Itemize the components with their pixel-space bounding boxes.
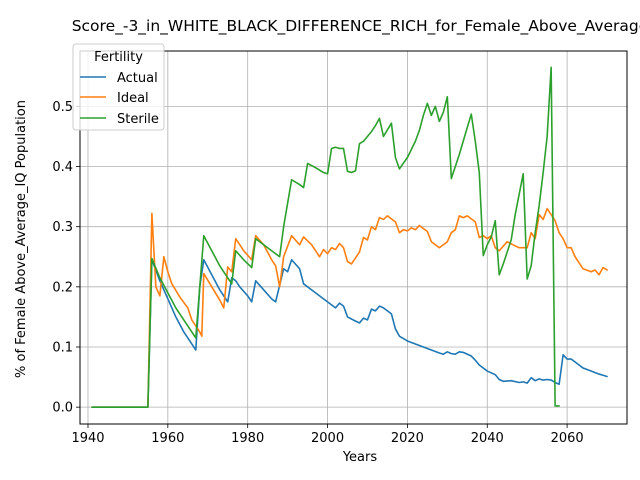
x-axis-label: Years (342, 450, 378, 465)
x-tick-label: 2040 (471, 431, 504, 446)
x-axis-ticks: 1940 1960 1980 2000 2020 2040 2060 (71, 424, 584, 446)
legend: Fertility Actual Ideal Sterile (72, 43, 165, 131)
legend-label-sterile: Sterile (117, 112, 159, 127)
x-tick-label: 1940 (71, 431, 104, 446)
x-tick-label: 1980 (231, 431, 264, 446)
x-tick-label: 2020 (391, 431, 424, 446)
grid-lines (80, 51, 627, 424)
chart-title: Score_-3_in_WHITE_BLACK_DIFFERENCE_RICH_… (72, 17, 640, 36)
y-axis-ticks: 0.0 0.1 0.2 0.3 0.4 0.5 (52, 100, 80, 416)
y-tick-label: 0.4 (52, 160, 73, 175)
x-tick-label: 2060 (551, 431, 584, 446)
series-line-sterile (91, 66, 560, 408)
legend-box (72, 43, 165, 131)
y-axis-label: % of Female Above_Average_IQ Population (14, 100, 29, 378)
x-tick-label: 1960 (151, 431, 184, 446)
y-tick-label: 0.0 (52, 401, 73, 416)
y-tick-label: 0.2 (52, 280, 73, 295)
series-line-ideal (91, 207, 608, 408)
legend-title: Fertility (94, 50, 143, 65)
y-tick-label: 0.1 (52, 340, 73, 355)
legend-label-ideal: Ideal (117, 91, 149, 106)
y-tick-label: 0.5 (52, 100, 73, 115)
x-tick-label: 2000 (311, 431, 344, 446)
plot-area: 1940 1960 1980 2000 2020 2040 2060 0.00.10.20.… (52, 50, 628, 446)
series-lines (91, 66, 608, 408)
y-tick-label: 0.3 (52, 220, 73, 235)
legend-label-actual: Actual (117, 71, 158, 86)
plot-frame (79, 50, 628, 425)
